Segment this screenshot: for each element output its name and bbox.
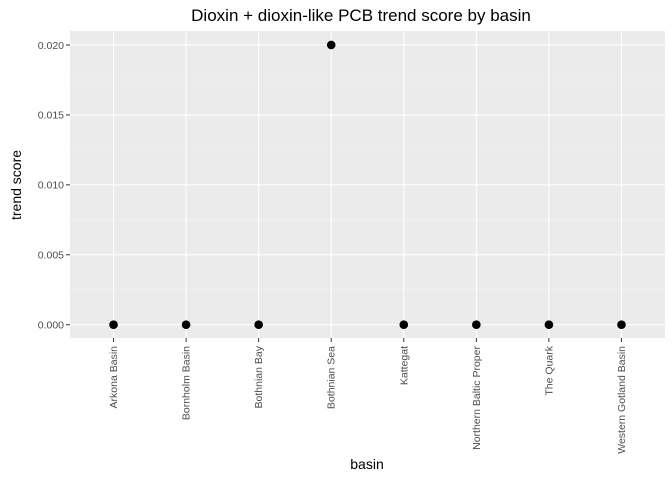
data-point <box>399 320 409 330</box>
x-tick-label: Arkona Basin <box>108 346 120 409</box>
x-tick-label: Bornholm Basin <box>181 346 193 420</box>
y-tick-label: 0.010 <box>38 180 64 192</box>
y-tick-label: 0.000 <box>38 320 64 332</box>
data-points <box>109 40 626 330</box>
y-tick-labels: 0.000 0.005 0.010 0.015 0.020 <box>38 40 64 332</box>
data-point <box>617 320 626 330</box>
y-axis-title: trend score <box>8 150 24 220</box>
y-tick-label: 0.020 <box>38 40 64 52</box>
data-point <box>181 320 191 330</box>
x-tick-labels: Arkona Basin Bornholm Basin Bothnian Bay Bo… <box>108 345 628 454</box>
x-tick-label: Bothnian Sea <box>326 346 338 409</box>
data-point <box>109 320 118 330</box>
chart-title: Dioxin + dioxin-like PCB trend score by … <box>191 6 531 25</box>
data-point <box>254 320 263 330</box>
data-point <box>472 320 481 330</box>
grid <box>70 31 665 338</box>
y-tick-label: 0.015 <box>38 110 64 122</box>
x-tick-label: The Quark <box>543 345 555 395</box>
y-tick-label: 0.005 <box>38 250 64 262</box>
x-tick-label: Kattegat <box>398 346 410 385</box>
data-point <box>544 320 554 330</box>
x-axis-title: basin <box>350 456 383 472</box>
x-tick-label: Northern Baltic Proper <box>471 346 483 450</box>
x-tick-label: Western Gotland Basin <box>616 346 628 454</box>
axis-ticks <box>66 44 622 342</box>
x-tick-label: Bothnian Bay <box>253 345 265 408</box>
data-point <box>326 40 336 50</box>
